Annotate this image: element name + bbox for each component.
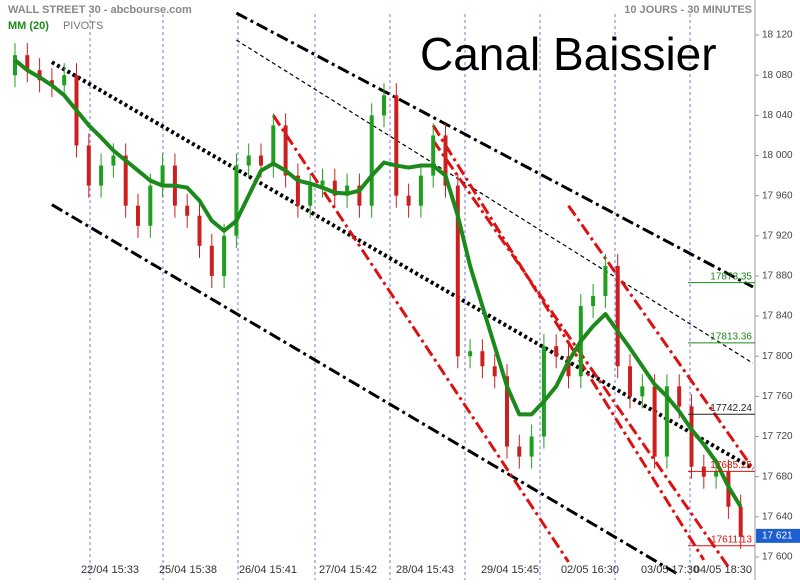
y-tick-label: 18 040 (762, 110, 793, 121)
candle-body (677, 386, 682, 407)
x-tick-label: 22/04 15:33 (81, 564, 139, 576)
channel-line (431, 124, 706, 561)
candle-body (86, 145, 91, 186)
y-tick-label: 17 640 (762, 511, 793, 522)
candle-body (25, 55, 30, 71)
candle-body (295, 175, 300, 206)
candle-body (308, 185, 313, 206)
candle-body (603, 265, 608, 297)
last-price-label: 17 621 (762, 530, 793, 541)
candle-body (320, 180, 325, 186)
period: 10 JOURS - 30 MINUTES (624, 4, 752, 16)
candle-body (689, 406, 694, 467)
candle-body (615, 265, 620, 367)
y-tick-label: 17 800 (762, 351, 793, 362)
source: WALL STREET 30 - abcbourse.com (8, 4, 192, 16)
candle-body (271, 125, 276, 166)
y-tick-label: 17 880 (762, 271, 793, 282)
candle-body (418, 175, 423, 206)
y-tick-label: 17 840 (762, 311, 793, 322)
last-price-box (756, 528, 800, 543)
plot-area (13, 11, 755, 580)
candle-body (197, 215, 202, 246)
candle-body (136, 205, 140, 226)
candle-body (259, 155, 263, 166)
candle-body (566, 356, 571, 377)
y-tick-label: 17 920 (762, 230, 793, 241)
y-tick-label: 18 120 (762, 30, 793, 41)
candle-body (123, 155, 128, 206)
y-tick-label: 18 000 (762, 150, 793, 161)
channel-line (272, 114, 570, 563)
candle-body (13, 55, 17, 76)
x-tick-label: 25/04 15:38 (159, 564, 217, 576)
candle-body (332, 180, 337, 196)
candle-body (554, 346, 559, 357)
y-tick-label: 17 600 (762, 552, 793, 563)
pivot-label: 17742.24 (710, 403, 752, 414)
x-tick-label: 04/05 18:30 (694, 564, 752, 576)
candle-body (209, 245, 214, 276)
candle-body (160, 165, 165, 186)
x-tick-label: 02/05 16:30 (561, 564, 619, 576)
candle-body (99, 165, 104, 186)
candle-body (382, 95, 386, 116)
candle-body (480, 351, 485, 367)
x-tick-label: 28/04 15:43 (396, 564, 454, 576)
channel-line (235, 11, 754, 289)
candle-body (738, 506, 743, 537)
pivot-label: 17685.25 (710, 460, 752, 471)
candle-body (640, 386, 645, 397)
candle-body (455, 185, 460, 357)
candle-body (517, 446, 522, 457)
candle-body (628, 366, 632, 397)
channel-line (236, 39, 754, 364)
candle-body (529, 436, 534, 457)
candle-body (505, 376, 509, 447)
y-tick-label: 17 720 (762, 431, 793, 442)
candle-body (468, 351, 473, 357)
candle-body (394, 95, 399, 196)
candle-body (431, 135, 436, 176)
candle-body (591, 296, 596, 307)
candle-body (541, 346, 546, 437)
channel-line (51, 203, 680, 577)
y-tick-label: 17 760 (762, 391, 793, 402)
candle-body (49, 80, 54, 86)
x-tick-label: 29/04 15:45 (481, 564, 539, 576)
x-tick-label: 26/04 15:41 (239, 564, 297, 576)
candle-body (664, 386, 669, 457)
channel-line (567, 204, 755, 470)
candle-body (148, 185, 153, 226)
candle-body (406, 195, 411, 206)
candle-body (492, 366, 497, 377)
candle-body (222, 235, 227, 276)
chart-title: Canal Baissier (420, 28, 717, 80)
candle-body (345, 185, 350, 196)
legend-entry: MM (20) (8, 20, 49, 32)
moving-average (13, 58, 743, 508)
candle-body (357, 185, 362, 206)
candle-body (714, 471, 719, 477)
candle-body (652, 386, 657, 457)
x-tick-label: 27/04 15:42 (319, 564, 377, 576)
y-tick-label: 18 080 (762, 70, 793, 81)
candle-body (283, 125, 288, 176)
x-tick-label: 03/05 17:30 (641, 564, 699, 576)
pivot-label: 17813.36 (710, 331, 752, 342)
y-tick-label: 17 960 (762, 190, 793, 201)
y-tick-label: 17 680 (762, 471, 793, 482)
legend-entry: PIVOTS (63, 20, 103, 32)
pivot-label: 17873.35 (710, 271, 752, 282)
candle-body (62, 75, 67, 86)
candle-body (234, 165, 239, 236)
candle-body (185, 205, 190, 216)
candle-body (111, 155, 116, 166)
pivot-label: 17611.13 (711, 534, 752, 545)
candle-body (443, 135, 448, 186)
candle-body (246, 155, 251, 166)
candle-body (369, 115, 374, 206)
